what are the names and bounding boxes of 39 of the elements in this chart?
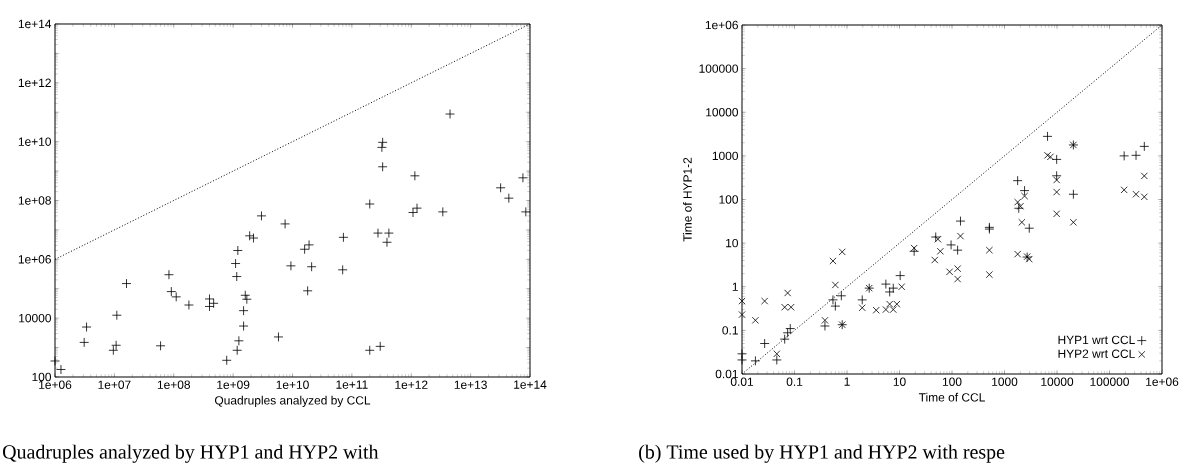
y-tick-label: 0.1 (722, 326, 738, 335)
x-tick-label: 1 (844, 377, 850, 386)
x-tick-label: 100 (942, 377, 962, 386)
x-tick-label: 1000 (992, 377, 1018, 386)
y-tick-label: 100 (719, 195, 739, 204)
legend-label: HYP2 wrt CCL (1058, 349, 1135, 358)
y-tick-label: 1e+14 (18, 19, 52, 29)
x-tick-label: 1e+12 (395, 380, 428, 389)
y-tick-label: 1 (732, 282, 738, 291)
x-tick-label: 1e+13 (454, 380, 487, 389)
x-tick-label: 1e+09 (217, 380, 250, 389)
y-tick-label: 1e+10 (18, 137, 52, 146)
x-axis-title: Quadruples analyzed by CCL (214, 395, 371, 407)
y-tick-label: 1e+06 (18, 255, 51, 264)
y-tick-label: 1e+12 (18, 78, 51, 88)
text: (b) Time used by HYP1 and HYP2 with respe (639, 444, 1005, 463)
y-tick-label: 1e+06 (705, 20, 738, 30)
text: Quadruples analyzed by HYP1 and HYP2 with (3, 444, 379, 463)
x-tick-label: 1e+06 (39, 380, 72, 389)
x-tick-label: 1e+14 (514, 380, 547, 389)
x-tick-label: 10 (893, 377, 906, 386)
y-tick-label: 10000 (706, 108, 739, 117)
y-tick-label: 1000 (712, 151, 739, 161)
x-tick-label: 1e+10 (276, 380, 309, 389)
legend-label: HYP1 wrt CCL (1058, 335, 1135, 345)
y-axis-title: Time of HYP1-2 (682, 157, 692, 242)
x-axis-title: Time of CCL (918, 392, 985, 402)
x-tick-label: 1e+07 (98, 380, 131, 389)
y-tick-label: 1e+08 (18, 196, 51, 205)
x-tick-label: 1e+08 (157, 380, 191, 389)
y-tick-label: 10000 (19, 313, 52, 323)
x-tick-label: 100000 (1090, 377, 1129, 386)
x-tick-label: 1e+11 (336, 380, 368, 389)
x-tick-label: 10000 (1041, 377, 1074, 386)
y-tick-label: 10 (726, 238, 739, 248)
y-tick-label: 100000 (699, 64, 739, 73)
x-tick-label: 0.1 (786, 377, 803, 386)
y-tick-label: 0.01 (715, 369, 738, 379)
x-tick-label: 1e+06 (1146, 377, 1179, 386)
